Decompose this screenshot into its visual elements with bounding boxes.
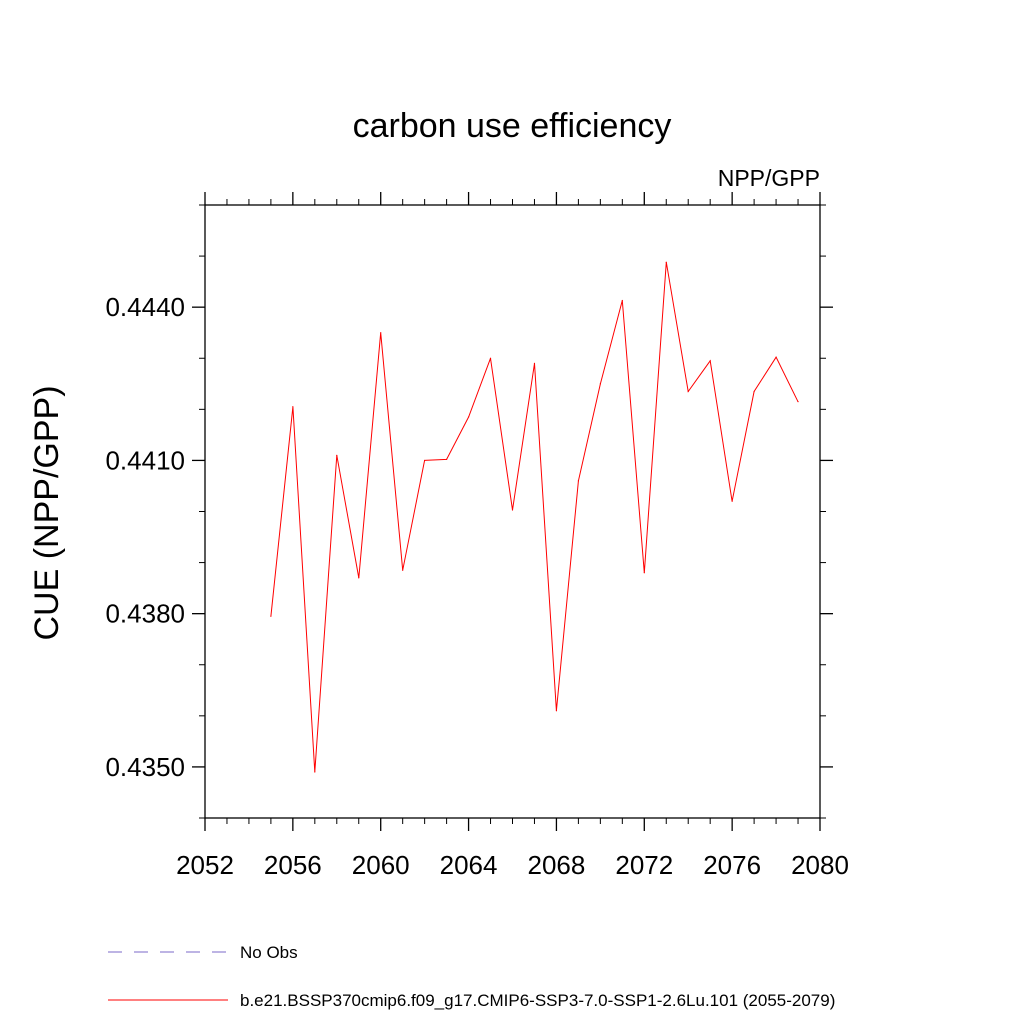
series-line-0 [270, 262, 799, 773]
data-point [467, 416, 470, 418]
chart-title: carbon use efficiency [353, 107, 672, 145]
data-point [555, 710, 558, 712]
plot-frame [204, 204, 821, 819]
data-point [643, 572, 645, 574]
y-tick-label: 0.4380 [105, 599, 185, 629]
data-point [709, 360, 711, 362]
y-tick-label: 0.4410 [105, 445, 185, 475]
data-point [533, 362, 536, 364]
data-point [775, 356, 777, 358]
data-point [687, 390, 689, 393]
data-point [489, 357, 492, 359]
chart-subtitle: NPP/GPP [718, 165, 820, 191]
legend-label-1: b.e21.BSSP370cmip6.f09_g17.CMIP6-SSP3-7.… [240, 991, 835, 1010]
data-point [424, 459, 426, 462]
y-tick-label: 0.4440 [105, 292, 185, 322]
data-point [380, 332, 382, 334]
legend-label-0: No Obs [240, 943, 298, 962]
data-point [797, 401, 799, 403]
y-tick-label: 0.4350 [105, 752, 185, 782]
data-point [292, 406, 294, 408]
x-tick-label: 2072 [615, 850, 673, 880]
x-tick-label: 2064 [440, 850, 498, 880]
x-tick-label: 2052 [176, 850, 234, 880]
x-tick-label: 2056 [264, 850, 322, 880]
data-point [446, 458, 448, 460]
data-point [314, 771, 316, 773]
data-point [336, 454, 338, 456]
data-point [665, 261, 667, 263]
data-point [731, 500, 733, 502]
data-point [753, 390, 755, 393]
y-axis-label: CUE (NPP/GPP) [28, 385, 66, 640]
x-tick-label: 2080 [791, 850, 849, 880]
data-point [599, 383, 601, 385]
data-point [402, 569, 404, 571]
data-point [358, 577, 360, 579]
x-tick-label: 2060 [352, 850, 410, 880]
x-tick-label: 2068 [528, 850, 586, 880]
data-point [511, 509, 514, 511]
x-tick-label: 2076 [703, 850, 761, 880]
legend: No Obs b.e21.BSSP370cmip6.f09_g17.CMIP6-S… [108, 943, 835, 1010]
data-point [577, 480, 579, 482]
data-point [270, 615, 272, 617]
data-point [621, 299, 623, 302]
